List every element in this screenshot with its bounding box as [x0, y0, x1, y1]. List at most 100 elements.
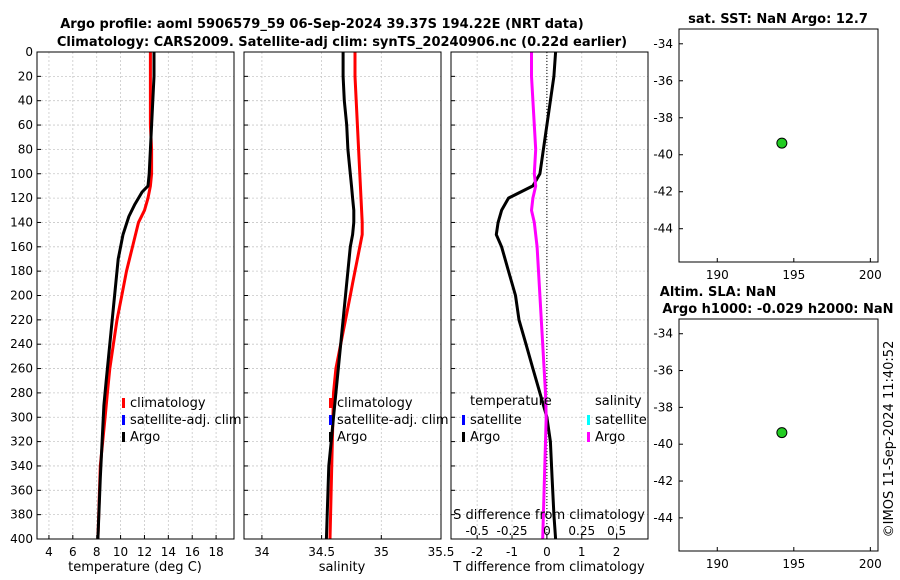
sst_map-lon-tick-label: 200 — [859, 268, 882, 282]
sla-map-panel: -34 -36 -38 -40 -42 -44 190 195 200 — [653, 318, 882, 571]
temperature-xtick-label: 12 — [137, 545, 152, 559]
depth-tick-label: 260 — [10, 362, 33, 376]
figure-title-line2: Climatology: CARS2009. Satellite-adj cli… — [57, 35, 627, 50]
sla-map-title: Altim. SLA: NaN — [660, 285, 776, 300]
depth-tick-label: 140 — [10, 215, 33, 229]
sla_map-lat-tick-label: -34 — [653, 327, 673, 341]
difference-xtick-label: 0 — [543, 545, 551, 559]
legend-swatch-2 — [329, 432, 332, 442]
difference-xtick-label: -2 — [471, 545, 483, 559]
legend-label: Argo — [337, 430, 367, 445]
sst_map-axes-frame — [678, 28, 879, 263]
sst_map-lat-tick-label: -44 — [653, 222, 673, 236]
sst-map-title: sat. SST: NaN Argo: 12.7 — [688, 12, 868, 27]
sla_map-lon-tick-label: 190 — [706, 557, 729, 571]
sst_map-lat-tick-label: -38 — [653, 111, 673, 125]
depth-tick-label: 280 — [10, 386, 33, 400]
sla-map-title-line2: Argo h1000: -0.029 h2000: NaN — [662, 302, 893, 317]
difference-xtick-label: -1 — [506, 545, 518, 559]
depth-tick-label: 40 — [18, 94, 33, 108]
legend-swatch-0 — [329, 398, 332, 408]
salinity-xlabel: salinity — [319, 560, 366, 575]
s-diff-tick-label: -0.25 — [496, 524, 527, 538]
sla_map-lat-tick-label: -44 — [653, 511, 673, 525]
legend-s-swatch-0 — [587, 415, 590, 425]
legend-s-swatch-1 — [587, 432, 590, 442]
difference-panel: -2 -1 0 1 2 temperature salinity satellite satel… — [450, 51, 649, 559]
depth-tick-label: 60 — [18, 118, 33, 132]
salinity-xtick-label: 35 — [374, 545, 389, 559]
depth-tick-label: 320 — [10, 435, 33, 449]
sst-map-panel: -34 -36 -38 -40 -42 -44 190 195 200 — [653, 28, 882, 282]
salinity-xtick-label: 34 — [254, 545, 269, 559]
temperature-xtick-label: 10 — [113, 545, 128, 559]
legend-swatch-0 — [122, 398, 125, 408]
legend-salinity-title: salinity — [595, 394, 642, 409]
depth-tick-label: 360 — [10, 483, 33, 497]
depth-tick-label: 340 — [10, 459, 33, 473]
argo-profile-line — [324, 52, 356, 540]
legend-t-swatch-1 — [462, 432, 465, 442]
depth-tick-label: 80 — [18, 142, 33, 156]
s-difference-xlabel: S difference from climatology — [453, 508, 645, 523]
temperature-panel: 0 20 40 60 80 100 120 140 160 180 200 220 240 260 280 3… — [10, 45, 242, 559]
sla_map-lat-tick-label: -38 — [653, 400, 673, 414]
depth-tick-label: 300 — [10, 410, 33, 424]
depth-tick-label: 220 — [10, 313, 33, 327]
sst_map-lon-tick-label: 190 — [706, 268, 729, 282]
salinity-panel: 34 34.5 35 35.5 climatology satellite-adj. cl… — [243, 51, 455, 559]
depth-tick-label: 400 — [10, 532, 33, 546]
legend-label: Argo — [130, 430, 160, 445]
sst_map-lat-tick-label: -36 — [653, 74, 673, 88]
legend-s-label: Argo — [595, 430, 625, 445]
s-diff-tick-label: 0.5 — [607, 524, 626, 538]
legend-swatch-2 — [122, 432, 125, 442]
salinity-xtick-label: 35.5 — [428, 545, 455, 559]
legend-label: climatology — [130, 396, 206, 411]
sst_map-lat-tick-label: -34 — [653, 37, 673, 51]
sla_map-lon-tick-label: 200 — [859, 557, 882, 571]
legend-swatch-1 — [122, 415, 125, 425]
argo-temperature-difference-line — [494, 51, 558, 540]
sla_map-lat-tick-label: -40 — [653, 437, 673, 451]
legend-temperature-title: temperature — [470, 394, 552, 409]
sla_map-lat-tick-label: -42 — [653, 474, 673, 488]
s-diff-tick-label: 0.25 — [568, 524, 595, 538]
legend-label: satellite-adj. clim — [130, 413, 242, 428]
difference-xtick-label: 1 — [578, 545, 586, 559]
temperature-xtick-label: 4 — [45, 545, 53, 559]
depth-tick-label: 240 — [10, 337, 33, 351]
depth-tick-label: 200 — [10, 289, 33, 303]
argo-profile-line — [96, 52, 156, 540]
sst_map-lon-tick-label: 195 — [782, 268, 805, 282]
legend-label: climatology — [337, 396, 413, 411]
sst_map-lat-tick-label: -40 — [653, 148, 673, 162]
sst_map-lat-tick-label: -42 — [653, 185, 673, 199]
depth-tick-label: 160 — [10, 240, 33, 254]
depth-tick-label: 100 — [10, 167, 33, 181]
legend-label: satellite-adj. clim — [337, 413, 449, 428]
depth-tick-label: 380 — [10, 508, 33, 522]
legend-t-label: Argo — [470, 430, 500, 445]
depth-tick-label: 0 — [25, 45, 33, 59]
argo-salinity-difference-line — [530, 52, 548, 540]
argo-float-location-marker — [776, 137, 788, 149]
sla_map-lat-tick-label: -36 — [653, 364, 673, 378]
temperature-xtick-label: 14 — [161, 545, 176, 559]
temperature-xtick-label: 8 — [93, 545, 101, 559]
salinity-xtick-label: 34.5 — [308, 545, 335, 559]
figure-title-line1: Argo profile: aoml 5906579_59 06-Sep-202… — [60, 17, 584, 32]
sla_map-axes-frame — [678, 318, 879, 552]
temperature-xtick-label: 18 — [208, 545, 223, 559]
temperature-axes-frame — [36, 51, 235, 540]
legend-t-label: satellite — [470, 413, 522, 428]
imos-timestamp: ©IMOS 11-Sep-2024 11:40:52 — [882, 341, 897, 538]
depth-tick-label: 120 — [10, 191, 33, 205]
legend-swatch-1 — [329, 415, 332, 425]
depth-tick-label: 180 — [10, 264, 33, 278]
salinity-axes-frame — [243, 51, 442, 540]
temperature-xlabel: temperature (deg C) — [68, 560, 202, 575]
difference-xtick-label: 2 — [613, 545, 621, 559]
argo-float-location-marker — [776, 427, 788, 439]
